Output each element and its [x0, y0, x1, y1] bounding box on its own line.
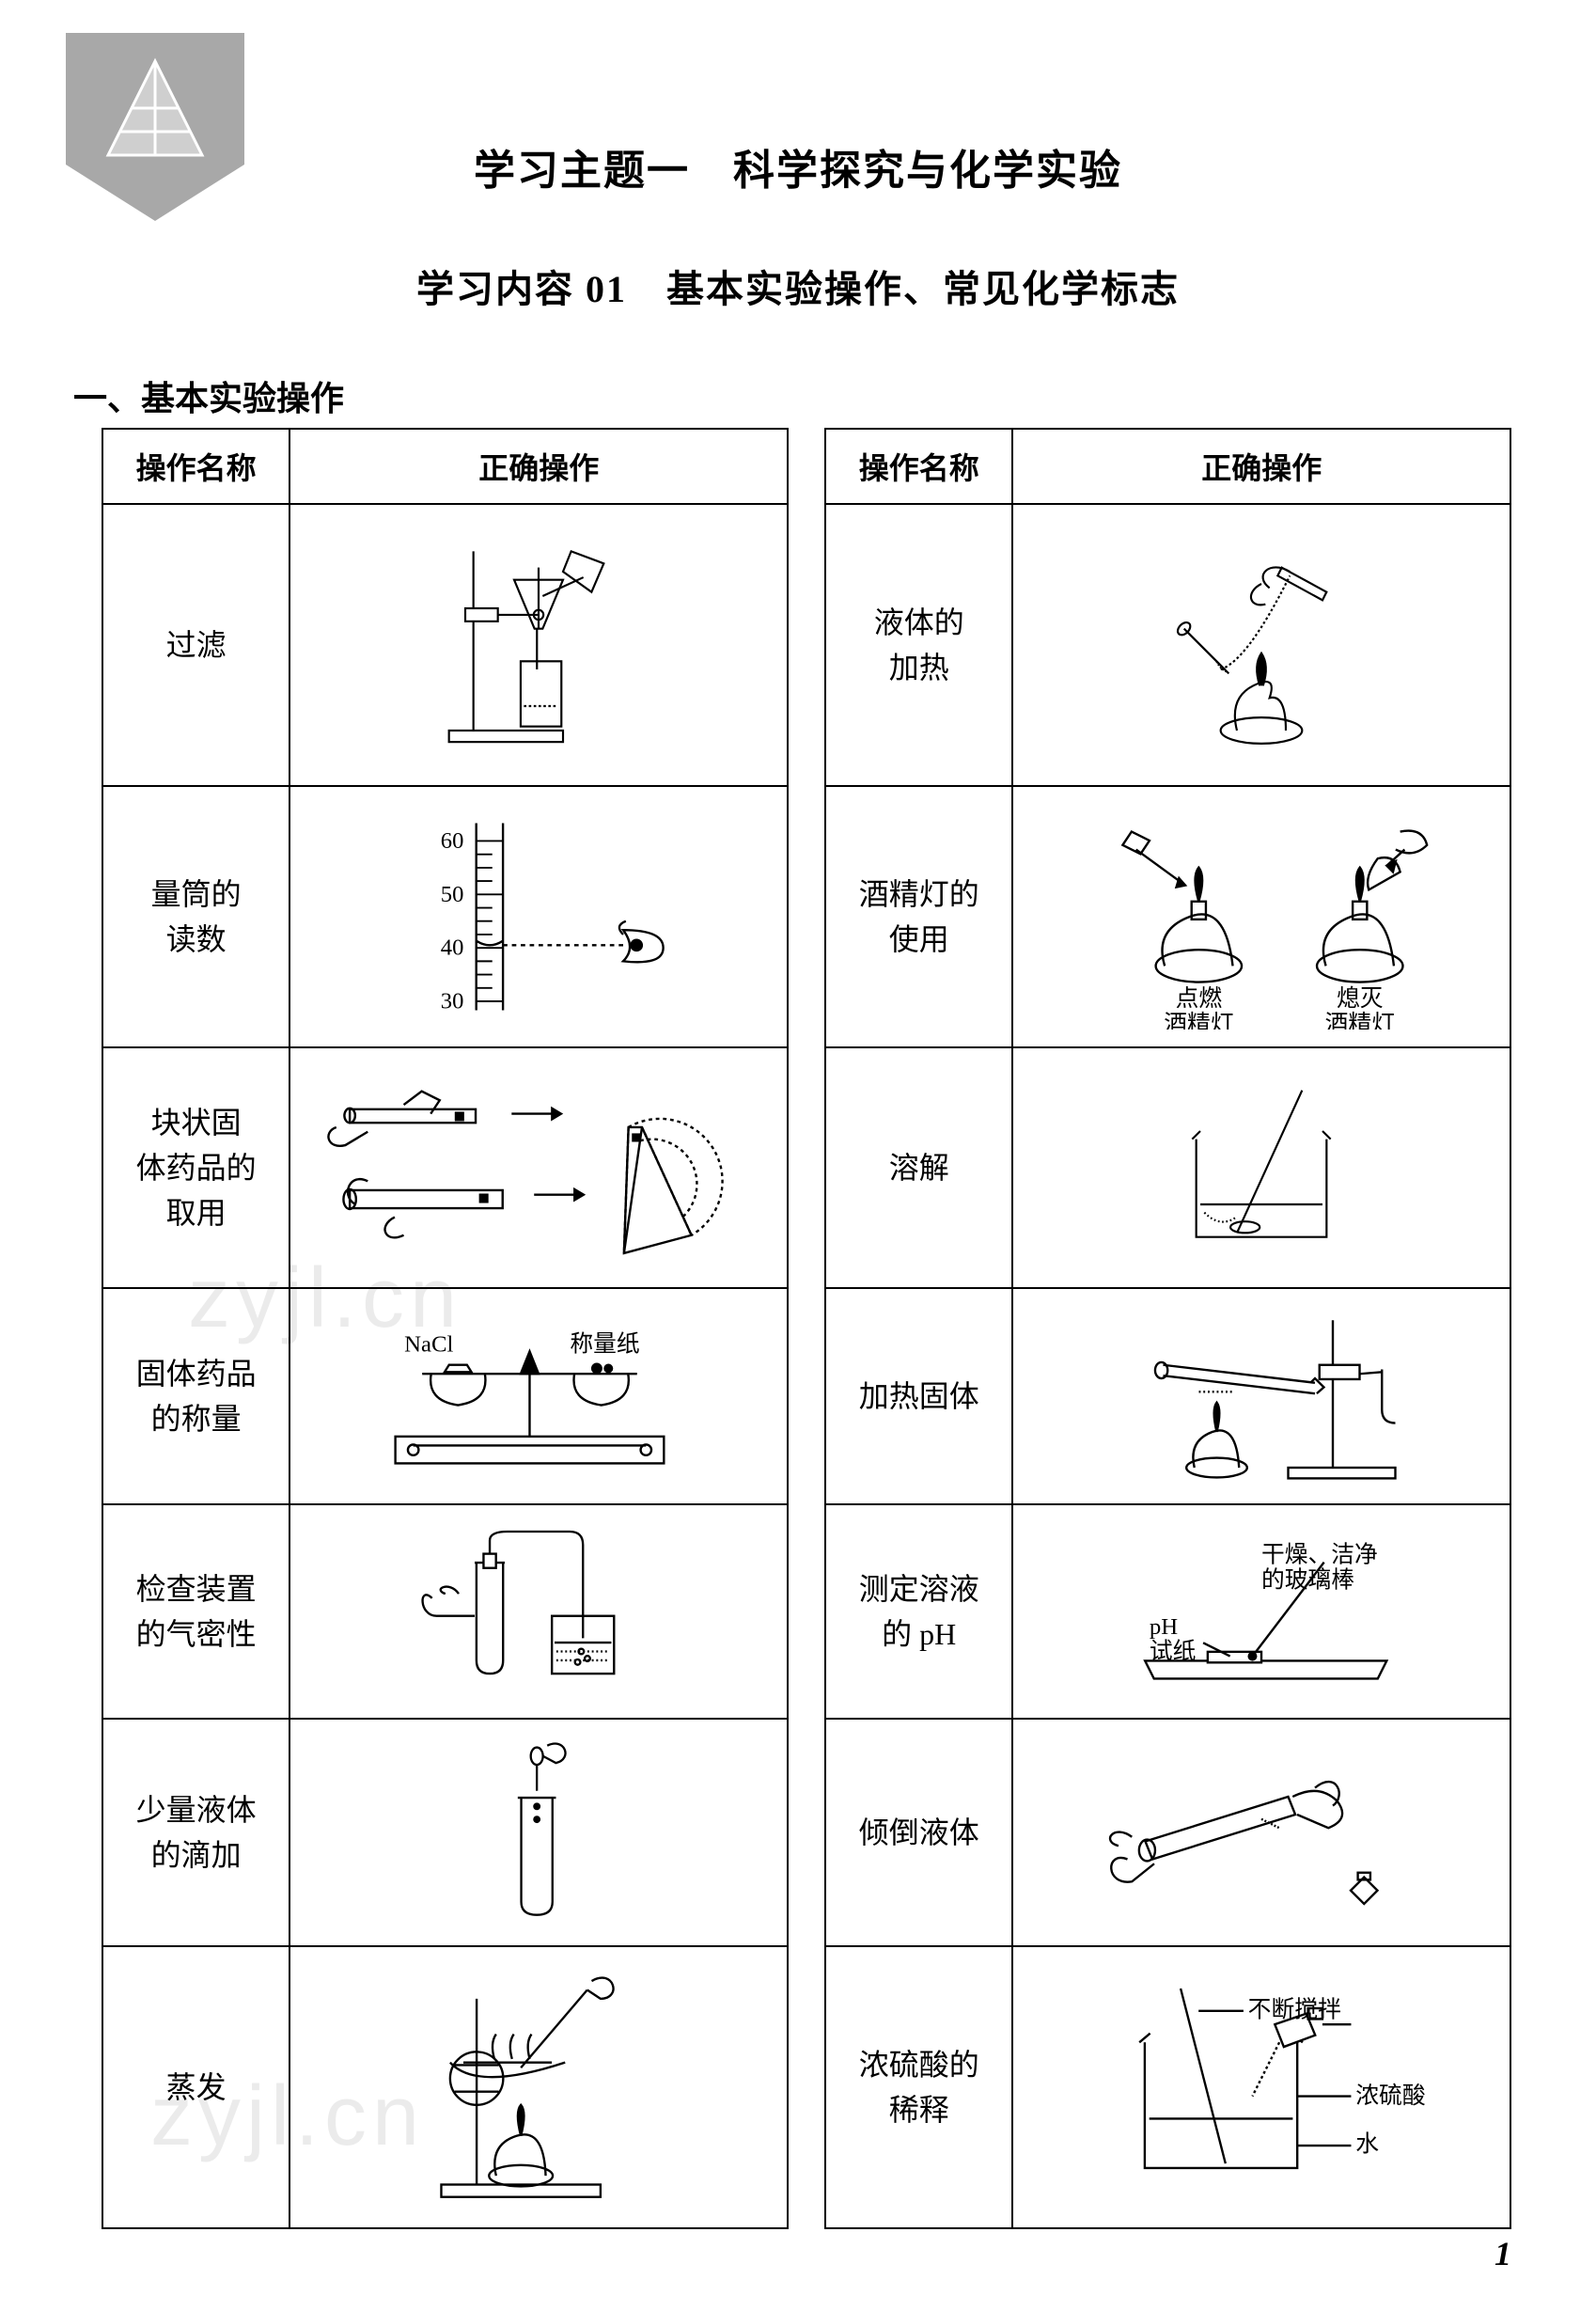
row4-left-name: 固体药品的称量 — [102, 1288, 289, 1504]
label-light: 点燃酒精灯 — [1164, 985, 1233, 1030]
diagram-evaporate — [289, 1946, 788, 2228]
label-water: 水 — [1355, 2131, 1379, 2158]
tick-50: 50 — [441, 882, 464, 907]
diagram-airtight — [289, 1504, 788, 1719]
diagram-pour-liquid — [1012, 1719, 1510, 1946]
tick-60: 60 — [441, 828, 464, 854]
header-op-left: 正确操作 — [289, 429, 788, 504]
diagram-heat-solid — [1012, 1288, 1510, 1504]
label-extinguish: 熄灭酒精灯 — [1325, 985, 1395, 1030]
label-nacl: NaCl — [404, 1331, 453, 1357]
row4-right-name: 加热固体 — [825, 1288, 1012, 1504]
gap — [788, 429, 825, 504]
row5-left-name: 检查装置的气密性 — [102, 1504, 289, 1719]
row3-right-name: 溶解 — [825, 1047, 1012, 1288]
page-number: 1 — [1494, 2234, 1511, 2273]
row6-right-name: 倾倒液体 — [825, 1719, 1012, 1946]
tick-40: 40 — [441, 935, 464, 961]
row5-right-name: 测定溶液的 pH — [825, 1504, 1012, 1719]
diagram-dilute-acid: 不断搅拌 浓硫酸 水 — [1012, 1946, 1510, 2228]
diagram-drop-liquid — [289, 1719, 788, 1946]
diagram-cylinder-reading: 60 50 40 30 — [289, 786, 788, 1047]
header-op-right: 正确操作 — [1012, 429, 1510, 504]
operations-table: 操作名称 正确操作 操作名称 正确操作 过滤 — [102, 428, 1511, 2229]
diagram-heat-liquid — [1012, 504, 1510, 786]
page-subtitle: 学习内容 01 基本实验操作、常见化学标志 — [0, 259, 1596, 313]
section-heading: 一、基本实验操作 — [73, 371, 344, 420]
label-ph-paper: pH试纸 — [1150, 1614, 1197, 1665]
label-weigh-paper: 称量纸 — [571, 1330, 640, 1357]
diagram-weigh-solid: NaCl 称量纸 — [289, 1288, 788, 1504]
row2-right-name: 酒精灯的使用 — [825, 786, 1012, 1047]
label-glass-rod: 干燥、洁净的玻璃棒 — [1261, 1542, 1378, 1594]
diagram-filtration — [289, 504, 788, 786]
diagram-ph: 干燥、洁净的玻璃棒 pH试纸 — [1012, 1504, 1510, 1719]
page-title: 学习主题一 科学探究与化学实验 — [0, 136, 1596, 197]
row6-left-name: 少量液体的滴加 — [102, 1719, 289, 1946]
label-acid: 浓硫酸 — [1355, 2083, 1426, 2109]
row7-right-name: 浓硫酸的稀释 — [825, 1946, 1012, 2228]
tick-30: 30 — [441, 989, 464, 1014]
header-name-right: 操作名称 — [825, 429, 1012, 504]
row3-left-name: 块状固体药品的取用 — [102, 1047, 289, 1288]
row2-left-name: 量筒的读数 — [102, 786, 289, 1047]
diagram-dissolve — [1012, 1047, 1510, 1288]
row1-left-name: 过滤 — [102, 504, 289, 786]
label-stir: 不断搅拌 — [1248, 1997, 1341, 2023]
diagram-solid-take — [289, 1047, 788, 1288]
diagram-alcohol-lamp: 点燃酒精灯 熄灭酒精灯 — [1012, 786, 1510, 1047]
header-name-left: 操作名称 — [102, 429, 289, 504]
row7-left-name: 蒸发 — [102, 1946, 289, 2228]
row1-right-name: 液体的加热 — [825, 504, 1012, 786]
